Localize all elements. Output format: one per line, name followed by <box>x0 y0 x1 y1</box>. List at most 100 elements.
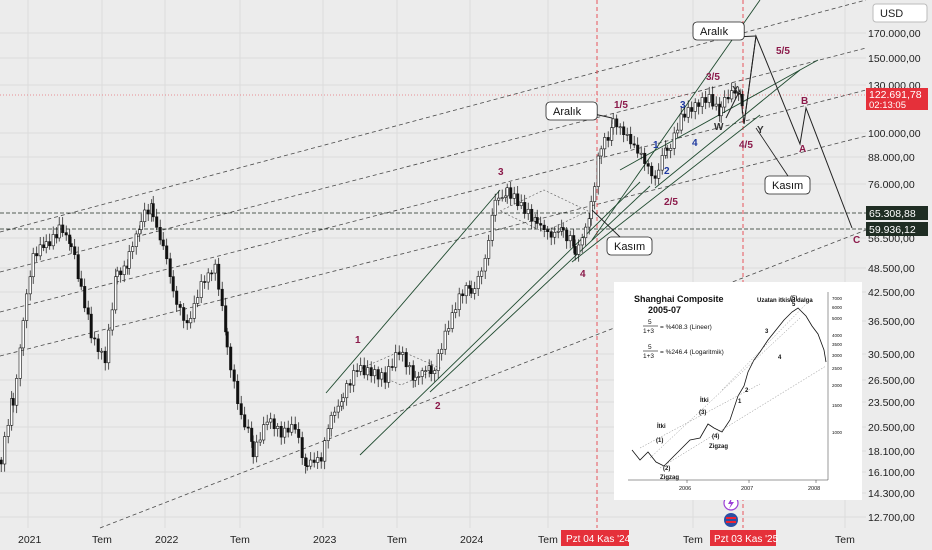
candle <box>556 230 560 233</box>
x-tick-label: Tem <box>387 534 407 546</box>
candle <box>122 265 126 275</box>
x-tick-label: 2022 <box>155 534 179 546</box>
candle <box>107 329 111 364</box>
inset-y-tick: 2000 <box>832 383 843 388</box>
current-price-label: 122.691,78 <box>869 89 922 101</box>
candle <box>625 134 629 136</box>
currency-label: USD <box>880 8 903 20</box>
candle <box>100 350 104 353</box>
candle <box>333 411 337 416</box>
price-axis[interactable]: USD 170.000,00150.000,00130.000,00100.00… <box>866 0 932 550</box>
candle <box>110 309 114 331</box>
candle <box>719 106 723 117</box>
wave-label: C <box>853 235 860 246</box>
candle <box>553 231 557 238</box>
candle <box>262 424 266 441</box>
candle <box>723 97 727 108</box>
candle <box>38 244 42 257</box>
candle <box>290 424 294 433</box>
candle <box>473 288 477 294</box>
candle <box>272 418 276 429</box>
candle <box>185 320 189 324</box>
inset-x-tick: 2008 <box>808 486 820 492</box>
x-tick-label: 2021 <box>18 534 42 546</box>
inset-wave-label: (4) <box>712 434 719 440</box>
candle <box>336 405 340 413</box>
candle <box>497 197 501 201</box>
level-badge-1: 65.308,88 <box>866 206 928 220</box>
flag-icon[interactable] <box>724 513 738 527</box>
candle <box>236 380 240 404</box>
candle <box>83 286 87 309</box>
candle <box>55 234 59 239</box>
x-tick-label: Tem <box>683 534 703 546</box>
candle <box>733 90 737 94</box>
candle <box>323 440 327 462</box>
candle <box>584 226 588 239</box>
candle <box>366 367 370 376</box>
candle <box>387 366 391 383</box>
candle <box>0 459 3 465</box>
inset-x-tick: 2006 <box>679 486 691 492</box>
candle <box>457 293 461 310</box>
inset-y-tick: 5000 <box>832 316 843 321</box>
candle <box>539 223 543 226</box>
candle <box>606 137 610 141</box>
candle <box>138 229 142 235</box>
level-badge-2: 59.936,12 <box>866 222 928 236</box>
candle <box>161 239 165 247</box>
candle <box>283 427 287 438</box>
inset-wave-label: İtki <box>657 423 666 430</box>
candle <box>89 313 93 339</box>
candle <box>35 253 39 257</box>
candle <box>404 352 408 368</box>
candle <box>493 199 497 216</box>
callout: Aralık <box>545 101 598 121</box>
x-tick-label: Tem <box>92 534 112 546</box>
candle <box>690 107 694 112</box>
candle <box>424 370 428 372</box>
candle <box>68 234 72 244</box>
candle <box>178 304 182 308</box>
inset-wave-label: 5 <box>792 302 796 308</box>
candle <box>6 424 10 437</box>
wave-label: 4/5 <box>739 140 753 151</box>
candle <box>251 441 255 458</box>
candle <box>246 426 250 429</box>
callout: Aralık <box>692 21 745 41</box>
candle <box>286 427 290 433</box>
date-marker-1-label: Pzt 04 Kas '24 <box>566 534 631 545</box>
svg-text:Kasım: Kasım <box>772 180 803 192</box>
time-axis[interactable]: 2021 Tem 2022 Tem 2023 Tem 2024 Tem Tem Tem <box>18 534 855 546</box>
candle <box>487 240 491 259</box>
currency-button[interactable] <box>872 3 928 23</box>
candle <box>603 137 607 150</box>
event-icons[interactable] <box>723 495 739 527</box>
candle <box>11 398 15 406</box>
candle <box>341 397 345 403</box>
candle <box>516 193 520 207</box>
candle <box>573 246 577 255</box>
candle <box>217 263 221 290</box>
y-tick-label: 20.500,00 <box>868 422 915 434</box>
candle <box>390 366 394 368</box>
svg-text:Aralık: Aralık <box>700 26 729 38</box>
inset-wave-label: 2 <box>745 388 749 394</box>
candle <box>509 187 513 199</box>
candle <box>565 229 569 242</box>
y-tick-label: 18.100,00 <box>868 446 915 458</box>
candle <box>464 285 468 297</box>
candle <box>596 155 600 187</box>
candle <box>93 337 97 340</box>
y-tick-label: 150.000,00 <box>868 53 921 65</box>
candle <box>568 235 572 242</box>
candle <box>15 378 19 406</box>
wave-label: 3/5 <box>706 72 720 83</box>
candle <box>210 272 214 275</box>
y-tick-label: 23.500,00 <box>868 397 915 409</box>
candle <box>436 353 440 371</box>
inset-wave-label: 4 <box>778 355 782 361</box>
inset-formula-log: 5 1+3 = %246.4 (Logaritmik) <box>643 344 724 360</box>
